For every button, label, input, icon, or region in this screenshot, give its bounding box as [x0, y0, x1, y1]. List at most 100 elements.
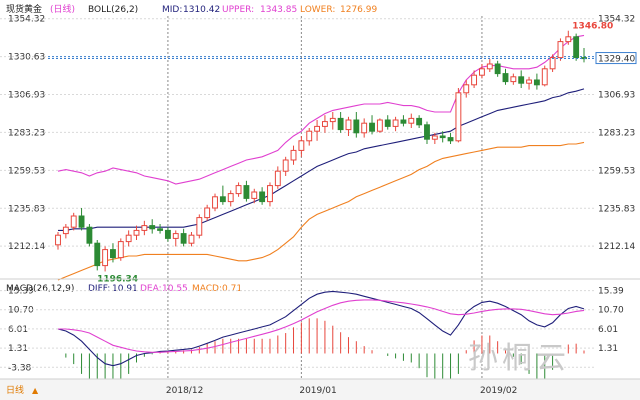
candle-up: [117, 241, 124, 259]
candle-down: [259, 191, 266, 203]
macd-tick-left: -3.38: [8, 363, 32, 373]
high-price-marker: 1346.80: [572, 22, 613, 32]
macd-tick-right: 1.31: [598, 344, 618, 354]
candle-down: [94, 242, 101, 267]
caret-up-icon: ▲: [32, 386, 39, 395]
candle-up: [392, 119, 399, 127]
candle-down: [86, 226, 93, 244]
candle-up: [526, 79, 532, 84]
macd-lines: [57, 290, 585, 367]
candle-up: [267, 185, 273, 203]
candle-up: [274, 170, 281, 187]
candle-up: [188, 234, 195, 244]
candle-up: [345, 119, 352, 131]
macd-tick-left: 15.39: [8, 287, 34, 297]
candle-up: [471, 74, 478, 86]
candle-up: [306, 130, 313, 142]
price-tick-left: 1259.53: [8, 166, 45, 176]
boll-lower-line: [57, 141, 585, 281]
macd-grid: [0, 290, 594, 368]
candles: [55, 30, 587, 272]
candle-up: [212, 196, 218, 209]
instrument-name: 现货黄金: [6, 3, 42, 15]
price-tick-left: 1283.23: [8, 128, 45, 138]
period-selector[interactable]: 日线 ▲: [6, 384, 39, 396]
upper-value: 1343.85: [260, 5, 297, 15]
candle-up: [463, 84, 470, 94]
candle-up: [557, 41, 564, 59]
candle-up: [510, 76, 517, 83]
candle-down: [439, 135, 446, 139]
diff-value: 10.91: [112, 284, 138, 294]
last-price-box: [595, 52, 637, 65]
candle-up: [314, 125, 321, 132]
bottom-bar: [0, 379, 640, 400]
candle-up: [196, 217, 203, 236]
candle-down: [149, 225, 156, 230]
period-label: (日线): [50, 3, 75, 15]
macd-histogram: [65, 318, 585, 399]
candle-down: [424, 124, 430, 140]
boll-mid-line: [58, 88, 585, 231]
candle-up: [204, 207, 211, 219]
macd-tick-right: 10.70: [598, 306, 624, 316]
price-tick-right: 1259.53: [598, 166, 635, 176]
candle-up: [102, 249, 109, 267]
price-tick-right: 1354.32: [598, 15, 635, 25]
candle-up: [361, 122, 368, 134]
macd-tick-right: 6.01: [598, 325, 618, 335]
price-grid: [0, 18, 594, 247]
diff-label: DIFF:: [88, 284, 110, 294]
candle-down: [353, 119, 360, 134]
candle-up: [486, 63, 493, 70]
candle-down: [78, 215, 85, 228]
candle-down: [180, 233, 187, 244]
candle-down: [157, 228, 163, 231]
candle-down: [384, 119, 391, 127]
candle-down: [518, 76, 525, 84]
candle-up: [172, 233, 179, 239]
macd-tick-left: 6.01: [8, 325, 28, 335]
price-tick-right: 1283.23: [598, 128, 635, 138]
dea-value: 10.55: [162, 284, 188, 294]
watermark: 孙桐云: [468, 341, 570, 376]
macd-label: MACD(26,12,9): [6, 284, 74, 294]
price-tick-left: 1306.93: [8, 91, 45, 101]
candle-up: [376, 119, 383, 132]
macd-diff-line: [57, 290, 585, 367]
price-tick-left: 1235.83: [8, 204, 45, 214]
candle-up: [290, 149, 297, 161]
period-selector-label: 日线: [6, 384, 24, 396]
candle-up: [251, 191, 258, 199]
candle-up: [329, 117, 336, 123]
candle-up: [549, 57, 556, 70]
candle-up: [125, 234, 132, 243]
x-tick-label: 2019/02: [480, 386, 517, 396]
price-axis: 1354.321354.321330.631330.631306.931306.…: [8, 15, 635, 252]
candle-down: [573, 36, 580, 59]
candle-down: [219, 196, 226, 203]
macd-tick-left: 1.31: [8, 344, 28, 354]
candle-up: [282, 159, 289, 172]
boll-label: BOLL(26,2): [88, 5, 138, 15]
candle-up: [298, 140, 305, 151]
candle-up: [321, 121, 328, 127]
candle-up: [141, 225, 148, 231]
macd-dea-line: [58, 299, 585, 353]
lower-value: 1276.99: [340, 5, 377, 15]
candle-up: [133, 229, 140, 236]
last-price-label: 1329.40: [598, 55, 635, 65]
candle-up: [235, 185, 242, 195]
candle-up: [227, 193, 234, 203]
price-tick-left: 1354.32: [8, 15, 45, 25]
candle-up: [565, 36, 572, 43]
candle-up: [62, 226, 69, 235]
price-tick-left: 1330.63: [8, 53, 45, 63]
candle-up: [70, 215, 77, 228]
candle-down: [416, 117, 423, 126]
candle-down: [400, 119, 407, 124]
macd-value-label: MACD:: [192, 284, 222, 294]
dea-label: DEA:: [140, 284, 162, 294]
